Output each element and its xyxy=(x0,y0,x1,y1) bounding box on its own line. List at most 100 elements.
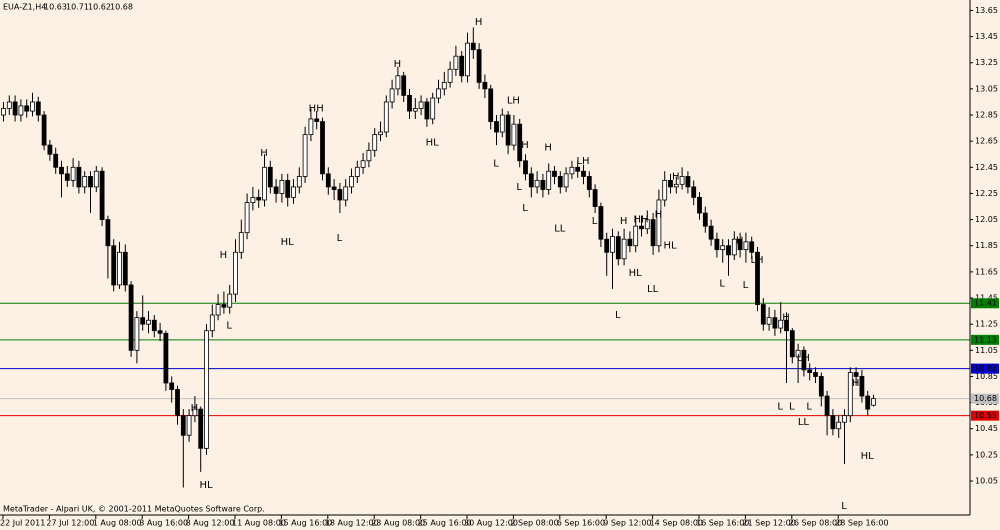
candle-body xyxy=(789,330,795,358)
candle-body xyxy=(795,349,801,358)
candle-body xyxy=(134,317,140,351)
annotation: HH xyxy=(633,215,648,226)
candle-body xyxy=(592,189,598,207)
annotation: H xyxy=(544,143,552,154)
candle-body xyxy=(238,232,244,253)
annotation: L xyxy=(789,402,795,413)
annotation: LH xyxy=(507,96,520,107)
candle-body xyxy=(366,149,372,162)
candle-body xyxy=(644,219,650,230)
x-tick-label: 3 Aug 16:00 xyxy=(139,519,188,528)
annotation: L xyxy=(337,233,343,244)
candle-body xyxy=(610,236,615,253)
x-tick-label: 23 Aug 08:00 xyxy=(371,519,425,528)
candle-body xyxy=(180,415,186,436)
y-tick-label: 11.25 xyxy=(975,320,998,329)
candle-body xyxy=(691,186,697,198)
candle-body xyxy=(760,304,766,325)
candle-body xyxy=(349,176,354,188)
annotation: HL xyxy=(199,480,213,491)
candle-body xyxy=(557,176,563,188)
candle-body xyxy=(1,108,6,116)
candle-body xyxy=(604,238,610,253)
level-label-box xyxy=(971,363,999,374)
y-tick-label: 10.05 xyxy=(975,477,998,486)
annotation: H xyxy=(782,313,790,324)
candle-body xyxy=(702,212,708,227)
candle-body xyxy=(250,196,256,204)
candle-body xyxy=(279,179,285,194)
candle-body xyxy=(41,114,47,146)
candle-body xyxy=(354,166,360,177)
x-tick-label: 15 Aug 16:00 xyxy=(278,519,332,528)
annotation: H xyxy=(260,148,268,159)
candle-body xyxy=(372,134,378,151)
x-tick-label: 1 Aug 08:00 xyxy=(93,519,142,528)
candle-body xyxy=(784,319,789,332)
candle-body xyxy=(656,199,662,247)
candle-body xyxy=(801,349,807,371)
candle-body xyxy=(534,179,540,188)
candle-body xyxy=(546,170,552,190)
candle-body xyxy=(836,421,842,430)
annotation: H xyxy=(852,378,860,389)
candle-body xyxy=(772,317,778,329)
candle-body xyxy=(482,81,488,90)
candle-body xyxy=(470,42,476,51)
x-tick-label: 30 Aug 12:00 xyxy=(464,519,518,528)
candle-body xyxy=(563,173,569,188)
annotation: LH xyxy=(750,255,763,266)
annotation: HH xyxy=(309,103,324,114)
x-tick-label: 22 Jul 2011 xyxy=(0,519,45,528)
candle-body xyxy=(685,176,691,188)
annotation: HL xyxy=(629,268,643,279)
candle-body xyxy=(412,108,418,112)
candle-body xyxy=(337,189,343,201)
annotation: L xyxy=(493,158,499,169)
y-tick-label: 12.45 xyxy=(975,163,998,172)
candle-body xyxy=(296,176,302,188)
candle-body xyxy=(302,134,308,177)
candle-body xyxy=(93,170,99,188)
candle-body xyxy=(488,88,494,122)
candle-body xyxy=(494,121,499,133)
candle-body xyxy=(128,284,134,351)
annotation: H xyxy=(521,140,529,151)
candle-body xyxy=(395,75,401,90)
x-tick-label: 6 Sep 16:00 xyxy=(557,519,605,528)
annotation: L xyxy=(522,203,528,214)
annotation: H xyxy=(394,59,402,70)
annotation: H xyxy=(672,171,680,182)
candle-body xyxy=(175,389,180,417)
annotation: L xyxy=(841,501,847,512)
annotation: L xyxy=(592,216,598,227)
candle-body xyxy=(204,330,209,449)
level-label-box xyxy=(971,298,999,309)
candle-body xyxy=(122,251,128,286)
candle-body xyxy=(813,372,818,377)
x-tick-label: 11 Aug 08:00 xyxy=(232,519,286,528)
candle-body xyxy=(650,219,656,247)
annotation: H xyxy=(191,403,199,414)
candle-body xyxy=(360,160,366,168)
x-tick-label: 26 Sep 08:00 xyxy=(789,519,842,528)
candle-body xyxy=(262,166,267,201)
candle-body xyxy=(12,101,18,116)
candle-body xyxy=(505,114,511,146)
candle-body xyxy=(99,170,105,220)
y-tick-label: 11.05 xyxy=(975,346,998,355)
candle-body xyxy=(726,245,731,256)
annotation: LL xyxy=(647,284,659,295)
candle-body xyxy=(499,114,505,133)
candle-body xyxy=(378,131,383,136)
candle-body xyxy=(430,97,436,120)
candle-body xyxy=(59,166,64,175)
candle-body xyxy=(151,319,157,332)
candle-body xyxy=(157,330,163,334)
annotation: L xyxy=(777,402,783,413)
candle-body xyxy=(105,219,111,247)
candle-body xyxy=(639,225,644,230)
candle-body xyxy=(47,144,53,155)
